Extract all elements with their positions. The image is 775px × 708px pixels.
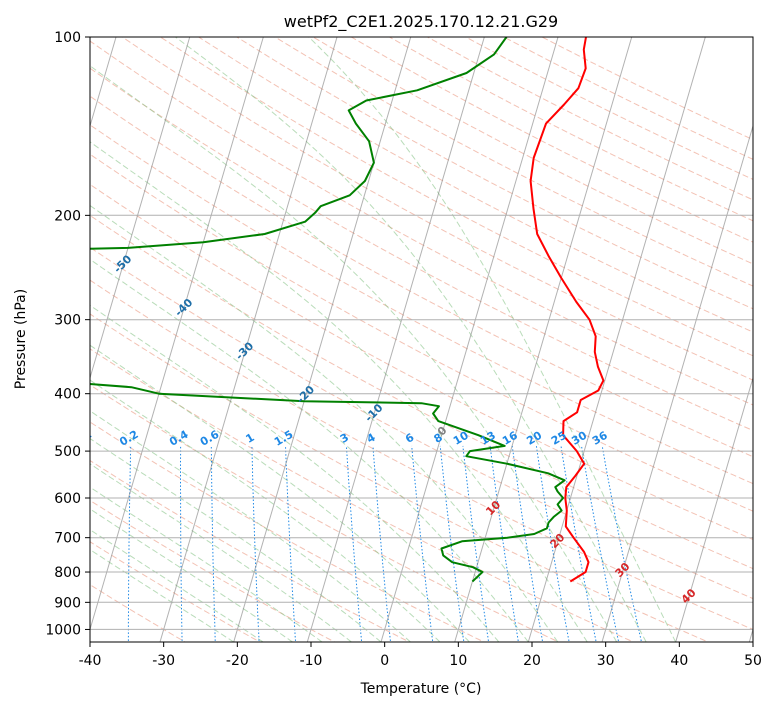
x-tick-label: 20: [523, 653, 541, 669]
isotherms: [90, 37, 753, 642]
dry-adiabat: [90, 124, 753, 485]
x-tick-label: -30: [152, 653, 175, 669]
moist-adiabat: [90, 438, 382, 642]
moist-adiabat: [90, 65, 618, 642]
x-tick-label: 0: [380, 653, 389, 669]
mixing-ratio-line: [581, 445, 620, 642]
moist-adiabat: [90, 141, 588, 642]
moist-adiabat: [175, 37, 647, 642]
y-tick-label: 700: [54, 531, 81, 547]
y-tick-label: 1000: [45, 622, 81, 638]
x-tick-label: 10: [449, 653, 467, 669]
sounding-series: [90, 37, 605, 583]
x-axis-label: Temperature (°C): [360, 681, 482, 697]
moist-adiabat: [90, 508, 293, 642]
mixing-ratio-line: [285, 445, 297, 642]
dry-adiabat: [90, 153, 753, 512]
y-tick-label: 500: [54, 444, 81, 460]
moist-adiabat: [90, 549, 234, 642]
chart-title: wetPf2_C2E1.2025.170.12.21.G29: [284, 12, 558, 32]
mixing-ratio-line: [127, 445, 132, 642]
y-tick-label: 200: [54, 208, 81, 224]
dry-adiabat: [160, 37, 753, 357]
dry-adiabat: [90, 40, 753, 406]
mixing-ratio-line: [601, 445, 642, 642]
isotherm-line: [159, 37, 338, 642]
mixing-ratio-lines: [127, 445, 642, 642]
x-tick-label: -10: [300, 653, 323, 669]
isotherm-line: [90, 37, 264, 632]
mixing-ratio-line: [489, 445, 519, 642]
y-tick-label: 600: [54, 491, 81, 507]
x-axis-ticks: -40 -30 -20 -10 0 10 20 30 40 50: [79, 642, 762, 669]
isotherm-line: [454, 37, 633, 642]
dry-adiabat: [90, 214, 753, 570]
isotherm-line: [306, 37, 485, 642]
x-tick-label: 30: [597, 653, 615, 669]
y-axis-label: Pressure (hPa): [13, 289, 29, 389]
x-tick-label: 40: [670, 653, 688, 669]
mixing-ratio-line: [210, 445, 216, 642]
mixing-ratio-line: [535, 445, 570, 642]
dry-adiabat: [90, 95, 753, 458]
y-tick-label: 800: [54, 565, 81, 581]
isotherm-line: [233, 37, 412, 642]
mixing-ratio-line: [560, 445, 597, 642]
moist-adiabat: [90, 486, 323, 642]
y-axis-ticks: 100 200 300 400 500 600 700 800 900 1000: [45, 30, 90, 638]
isotherm-line: [527, 37, 706, 642]
x-tick-label: -20: [226, 653, 249, 669]
x-tick-label: -40: [79, 653, 102, 669]
mixing-ratio-line: [439, 445, 465, 642]
mixing-ratio-line: [251, 445, 260, 642]
dewpoint-line: [90, 37, 566, 583]
plot-area: -100-90-80-70-60-50-40-30-20-10010203040…: [71, 37, 753, 642]
moist-adiabat: [90, 379, 441, 642]
y-tick-label: 300: [54, 313, 81, 329]
moist-adiabat: [308, 37, 677, 642]
moist-adiabat: [90, 304, 500, 642]
moist-adiabat: [90, 529, 264, 642]
y-tick-label: 900: [54, 595, 81, 611]
mixing-ratio-line: [180, 445, 183, 642]
moist-adiabats: [90, 37, 677, 642]
isotherm-line: [90, 37, 191, 380]
y-tick-label: 100: [54, 30, 81, 46]
moist-adiabat: [90, 463, 352, 642]
mixing-ratio-line: [345, 445, 363, 642]
x-tick-label: 50: [744, 653, 762, 669]
dry-adiabat: [90, 246, 753, 600]
mixing-ratio-line: [411, 445, 434, 642]
isotherm-line: [675, 376, 753, 642]
temperature-line: [529, 37, 605, 583]
dry-adiabat: [236, 37, 753, 310]
plot-frame: [89, 36, 754, 643]
y-tick-label: 400: [54, 387, 81, 403]
isotherm-line: [380, 37, 559, 642]
dry-adiabat: [90, 183, 753, 541]
isotherm-line: [601, 124, 753, 642]
dry-adiabat: [90, 67, 753, 432]
pressure-gridlines: [90, 37, 753, 630]
dry-adiabat: [90, 279, 753, 630]
mixing-ratio-line: [511, 445, 544, 642]
moist-adiabat: [90, 410, 411, 642]
mixing-ratio-line: [372, 445, 392, 642]
moist-adiabat: [90, 344, 470, 642]
mixing-ratio-label: 0.1: [71, 428, 94, 449]
